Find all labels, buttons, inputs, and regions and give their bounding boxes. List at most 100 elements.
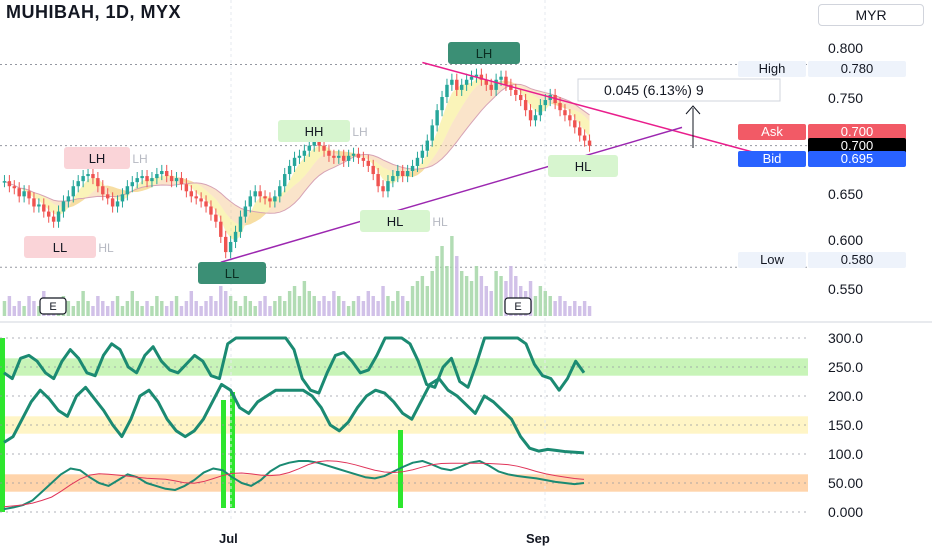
candle-body	[248, 196, 253, 207]
candle-body	[199, 198, 203, 202]
candle-body	[445, 84, 449, 97]
candle-body	[351, 153, 356, 156]
candle-body	[46, 211, 51, 217]
candle-body	[386, 181, 390, 192]
candle-body	[587, 140, 592, 146]
volume-bar	[440, 246, 444, 316]
volume-bar	[86, 301, 90, 316]
volume-bar	[405, 301, 410, 316]
candle-body	[533, 115, 538, 121]
volume-bar	[317, 301, 321, 316]
volume-bar	[514, 276, 518, 316]
candle-body	[56, 211, 61, 222]
low-value: 0.580	[808, 252, 906, 268]
volume-bar	[322, 296, 326, 316]
osc-tick: 0.000	[828, 504, 864, 520]
volume-bar	[174, 296, 179, 316]
candle-body	[214, 214, 218, 222]
volume-bar	[125, 301, 130, 316]
candle-body	[297, 155, 302, 158]
volume-bar	[332, 291, 336, 316]
osc-tick: 100.0	[828, 446, 864, 462]
volume-bar	[145, 301, 149, 316]
candle-body	[27, 191, 31, 199]
candle-body	[42, 204, 46, 212]
candle-body	[317, 140, 321, 146]
volume-bar	[273, 301, 277, 316]
candle-body	[253, 191, 257, 197]
candle-body	[568, 115, 572, 121]
volume-bar	[494, 271, 498, 316]
volume-bar	[337, 296, 341, 316]
candle-body	[322, 145, 326, 151]
annotation-faded-label: HL	[98, 241, 114, 255]
candle-body	[400, 171, 405, 177]
candle-body	[361, 157, 366, 161]
volume-bar	[110, 301, 115, 316]
candle-body	[474, 74, 479, 77]
candle-body	[558, 103, 562, 111]
osc-tick: 200.0	[828, 388, 864, 404]
volume-bar	[376, 301, 380, 316]
annotation-label: LH	[476, 46, 493, 61]
candle-body	[494, 79, 498, 90]
candle-body	[209, 206, 213, 215]
oscillator-series	[3, 336, 586, 395]
candle-body	[12, 186, 17, 189]
volume-bar	[469, 281, 474, 316]
candle-body	[302, 150, 307, 156]
volume-bar	[32, 301, 36, 316]
bid-value: 0.695	[808, 151, 906, 167]
candle-body	[135, 178, 139, 183]
volume-bar	[160, 301, 164, 316]
candle-body	[518, 94, 523, 101]
volume-bar	[307, 291, 312, 316]
candle-body	[76, 181, 80, 187]
volume-bar	[194, 301, 198, 316]
volume-bar	[228, 296, 233, 316]
volume-bar	[258, 301, 262, 316]
candle-body	[459, 84, 464, 90]
candle-body	[577, 127, 582, 136]
annotation-label: HL	[575, 159, 592, 174]
candle-body	[150, 178, 154, 182]
annotation-box	[64, 147, 130, 169]
volume-bar	[381, 286, 385, 316]
candle-body	[37, 204, 41, 207]
candle-body	[164, 171, 169, 177]
volume-bar	[361, 301, 366, 316]
candle-body	[268, 198, 272, 202]
volume-bar	[351, 301, 356, 316]
volume-bar	[243, 296, 248, 316]
candle-body	[528, 110, 533, 121]
candle-body	[415, 157, 420, 166]
annotation-faded-label: HL	[432, 215, 448, 229]
candle-body	[563, 110, 567, 116]
osc-tick: 300.0	[828, 330, 864, 346]
volume-bar	[445, 266, 449, 316]
candle-body	[145, 176, 149, 182]
candle-body	[523, 100, 528, 111]
oscillator-series	[3, 459, 585, 511]
volume-bar	[7, 296, 12, 316]
annotation-box	[198, 262, 266, 284]
price-tick: 0.750	[828, 90, 864, 106]
candle-body	[396, 171, 400, 177]
volume-bar	[430, 271, 434, 316]
candle-body	[455, 79, 459, 90]
support-line	[220, 126, 683, 263]
volume-bar	[189, 291, 194, 316]
volume-bar	[214, 301, 218, 316]
price-tick: 0.800	[828, 40, 864, 56]
osc-tick: 250.0	[828, 359, 864, 375]
candle-body	[32, 198, 36, 207]
currency-button[interactable]: MYR	[818, 4, 924, 26]
volume-bar	[420, 276, 425, 316]
candle-body	[263, 196, 267, 199]
volume-bar	[22, 306, 26, 316]
candle-body	[258, 191, 262, 197]
volume-bar	[391, 301, 395, 316]
candle-body	[219, 221, 223, 237]
candle-body	[332, 155, 336, 158]
volume-bar	[115, 296, 120, 316]
